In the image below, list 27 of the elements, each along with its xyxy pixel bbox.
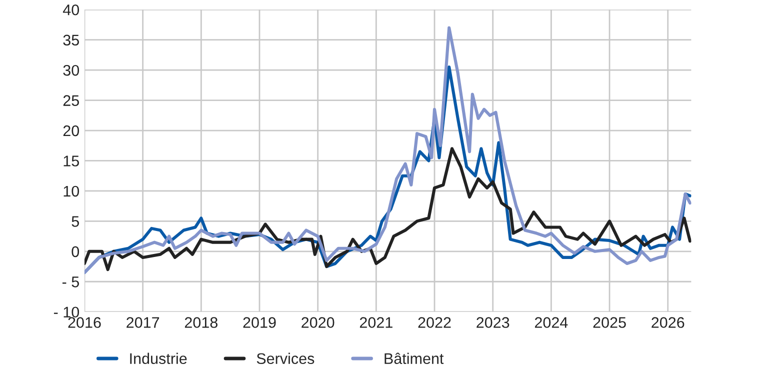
- y-tick-label: 20: [63, 125, 80, 136]
- legend-label: Industrie: [130, 352, 187, 364]
- y-tick-label: 25: [63, 95, 79, 106]
- x-tick-label: 2020: [302, 317, 334, 328]
- y-tick-label: 30: [63, 64, 80, 76]
- line-series: [84, 147, 692, 272]
- y-tick-label: 35: [63, 34, 79, 46]
- y-tick-label: 5: [72, 216, 79, 227]
- y-tick-label: - 5: [62, 276, 79, 288]
- x-tick-label: 2024: [534, 317, 568, 328]
- x-tick-label: 2022: [418, 317, 451, 328]
- legend-label: Bâtiment: [384, 352, 444, 364]
- legend-label: Services: [256, 352, 314, 364]
- y-tick-label: - 10: [54, 306, 80, 318]
- y-tick-label: 10: [64, 186, 80, 197]
- x-tick-label: 2019: [243, 317, 276, 328]
- x-tick-label: 2017: [126, 317, 160, 328]
- x-tick-label: 2023: [476, 317, 510, 328]
- x-tick-label: 2016: [68, 317, 101, 328]
- x-tick-label: 2026: [652, 317, 684, 328]
- x-tick-label: 2021: [360, 317, 392, 328]
- x-tick-label: 2025: [593, 317, 626, 328]
- x-tick-label: 2018: [184, 317, 218, 328]
- line-series: [84, 26, 692, 274]
- y-tick-label: 15: [64, 156, 79, 166]
- y-tick-label: 0: [72, 246, 80, 258]
- y-tick-label: 40: [62, 4, 80, 16]
